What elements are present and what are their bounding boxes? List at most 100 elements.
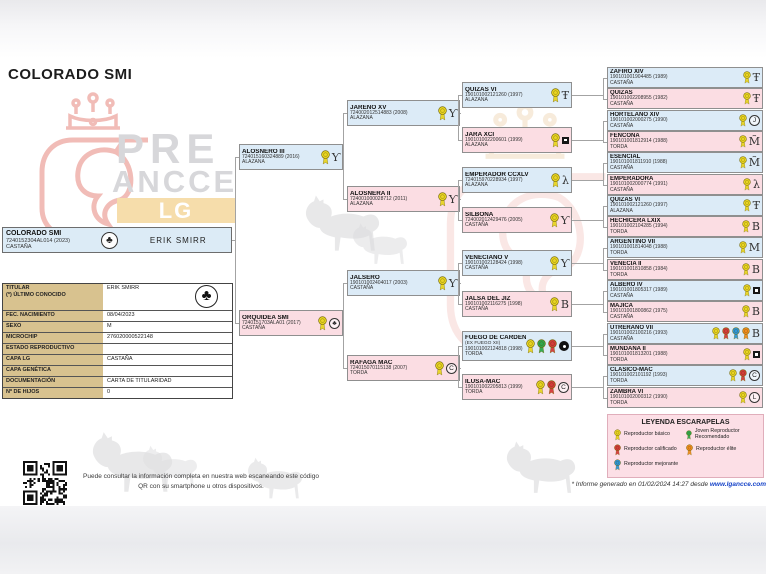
rosette-basico-icon: [742, 263, 750, 276]
legend-item: Reproductor mejorante: [614, 459, 686, 471]
horse-code: 724002012429476 (2005): [465, 217, 523, 224]
pedigree-box-text: ZAMBRA VI 190101002000312 (1990) TORDA: [610, 389, 739, 405]
pedigree-box: QUIZAS VI 190101002121260 (1997) ALAZANA Ŧ: [462, 82, 572, 108]
pedigree-connector: [458, 180, 462, 181]
pedigree-connector: [458, 304, 462, 305]
pedigree-box: FUEGO DE CARDENA (EX FUEGO XII) 1901010021…: [462, 331, 572, 361]
legend-item-label: Reproductor básico: [624, 431, 670, 438]
pedigree-box: MUNDANA II 190101001813201 (1988) TORDA: [607, 344, 763, 365]
rosette-basico-icon: [551, 132, 560, 147]
horse-name: ILUSA-MAC: [465, 378, 501, 385]
info-row-value: [103, 344, 232, 354]
subject-info-table: TITULAR (*) ÚLTIMO CONOCIDO ERIK SMIRR ♣ FEC…: [2, 283, 233, 399]
subject-horse-text: COLORADO SMI 7240152304AL014 (2023) CAST…: [3, 229, 73, 251]
horse-coat: ALAZANA: [465, 97, 488, 104]
rosette-basico-icon: [743, 178, 751, 191]
brand-icon: B: [751, 327, 760, 340]
brand-icon: M: [748, 241, 760, 254]
brand-icon: M̃: [748, 156, 760, 169]
pedigree-connector: [603, 162, 604, 185]
rosette-mejorante-icon: [614, 459, 621, 471]
horse-coat: CASTAÑA: [465, 222, 489, 229]
pedigree-box-text: ZAFIRO XIV 190101001904485 (1989) CASTAÑA: [610, 69, 743, 85]
horse-code: 190101002000312 (1990): [610, 394, 668, 401]
horse-icons: Ŧ: [550, 87, 569, 103]
horse-name: JARA XCI: [465, 131, 495, 138]
pedigree-box: JALSA DEL JIZ 190101002116275 (1998) CASTA…: [462, 291, 572, 317]
rosette-basico-icon: [321, 149, 330, 164]
brand-icon: [559, 341, 569, 351]
info-table-row: MICROCHIP 276020000522148: [3, 333, 232, 344]
pedigree-connector: [343, 323, 344, 324]
horse-name: ORQUIDEA SMI: [242, 314, 289, 321]
pedigree-connector: [572, 387, 603, 388]
horse-icons: Ƴ: [550, 212, 569, 228]
legend-item: Reproductor élite: [686, 444, 762, 456]
rosette-basico-icon: [435, 360, 444, 375]
pedigree-box: ILUSA-MAC 190101002205813 (1999) TORDA C: [462, 374, 572, 400]
rosette-basico-icon: [550, 87, 560, 102]
pedigree-box: VENECIANO V 190101002128424 (1998) CASTAÑA…: [462, 250, 572, 276]
footer-website-link[interactable]: www.lgancce.com: [709, 481, 766, 488]
horse-icons: C: [435, 360, 457, 376]
horse-name: JALSA DEL JIZ: [465, 295, 511, 302]
horse-name: FENCONA: [610, 133, 640, 140]
logo-text-lg: LG: [117, 198, 235, 223]
pedigree-connector: [343, 283, 347, 284]
horse-coat: CASTAÑA: [610, 313, 634, 320]
brand-icon: C: [749, 370, 760, 381]
brand-icon: Ƴ: [560, 213, 569, 227]
report-footer: * Informe generado en 01/02/2024 14:27 d…: [540, 481, 766, 488]
horse-name: QUIZAS: [610, 90, 633, 97]
info-table-row: FEC. NACIMIENTO 08/04/2023: [3, 311, 232, 322]
pedigree-box: JALSERO 190101002404017 (2003) CASTAÑA Ƴ: [347, 270, 460, 296]
brand-icon: B: [751, 220, 760, 233]
horse-icons: Ŧ: [743, 199, 760, 212]
horse-name: EMPERADOR CCXLV: [465, 171, 529, 178]
info-table-row: CAPA LG CASTAÑA: [3, 355, 232, 366]
horse-coat: CASTAÑA: [465, 306, 489, 313]
pedigree-connector: [343, 157, 344, 158]
pedigree-connector: [460, 199, 461, 200]
subject-horse-code: 7240152304AL014 (2023): [6, 237, 70, 244]
pedigree-connector: [343, 368, 347, 369]
info-table-row: Nº DE HIJOS 0: [3, 388, 232, 398]
pedigree-box: ZAMBRA VI 190101002000312 (1990) TORDA L: [607, 387, 763, 408]
brand-icon: Ŧ: [752, 199, 760, 212]
pedigree-box-text: ESENCIAL 190101001811910 (1988) CASTAÑA: [610, 154, 739, 170]
horse-coat: ALAZANA: [465, 142, 488, 149]
info-row-value: ERIK SMIRR ♣: [103, 284, 232, 310]
horse-coat: TORDA: [610, 249, 628, 256]
pedigree-connector: [603, 290, 607, 292]
pedigree-connector: [235, 157, 236, 323]
pedigree-box: JARA XCI 190101002200601 (1999) ALAZANA: [462, 127, 572, 153]
horse-name: HECHICERA LXIX: [610, 218, 661, 225]
horse-icons: Ƴ: [321, 149, 340, 165]
horse-icons: ♣: [318, 315, 340, 331]
info-table-row: ESTADO REPRODUCTIVO: [3, 344, 232, 355]
horse-icons: [743, 284, 760, 297]
pedigree-box-text: VENECIA II 190101001810858 (1984) TORDA: [610, 261, 742, 277]
pedigree-connector: [572, 140, 603, 141]
pedigree-connector: [603, 77, 604, 99]
horse-name: ALOSNERO III: [242, 148, 285, 155]
brand-icon: ♣: [329, 317, 340, 329]
rosette-basico-icon: [743, 92, 751, 105]
info-row-label: ESTADO REPRODUCTIVO: [3, 344, 103, 354]
info-table-row: TITULAR (*) ÚLTIMO CONOCIDO ERIK SMIRR ♣: [3, 284, 232, 311]
horse-name: JAREÑO XV: [350, 104, 387, 111]
rosette-elite-icon: [686, 444, 693, 456]
info-row-label: DOCUMENTACIÓN: [3, 377, 103, 387]
rosette-legend: LEYENDA ESCARAPELAS Reproductor básico Re…: [607, 414, 764, 478]
horse-alias: (EX FUEGO XII): [465, 340, 501, 346]
rosette-basico-icon: [318, 315, 327, 330]
horse-code: 190101001810858 (1984): [610, 266, 668, 273]
horse-coat: TORDA: [610, 356, 628, 363]
pedigree-connector: [603, 226, 607, 228]
info-row-label: SEXO: [3, 322, 103, 332]
horse-code: 190101002208955 (1982): [610, 95, 668, 102]
horse-code: 190101002101192 (1993): [610, 372, 668, 379]
pedigree-connector: [603, 120, 604, 142]
horse-code: 190101002205813 (1999): [465, 384, 523, 391]
